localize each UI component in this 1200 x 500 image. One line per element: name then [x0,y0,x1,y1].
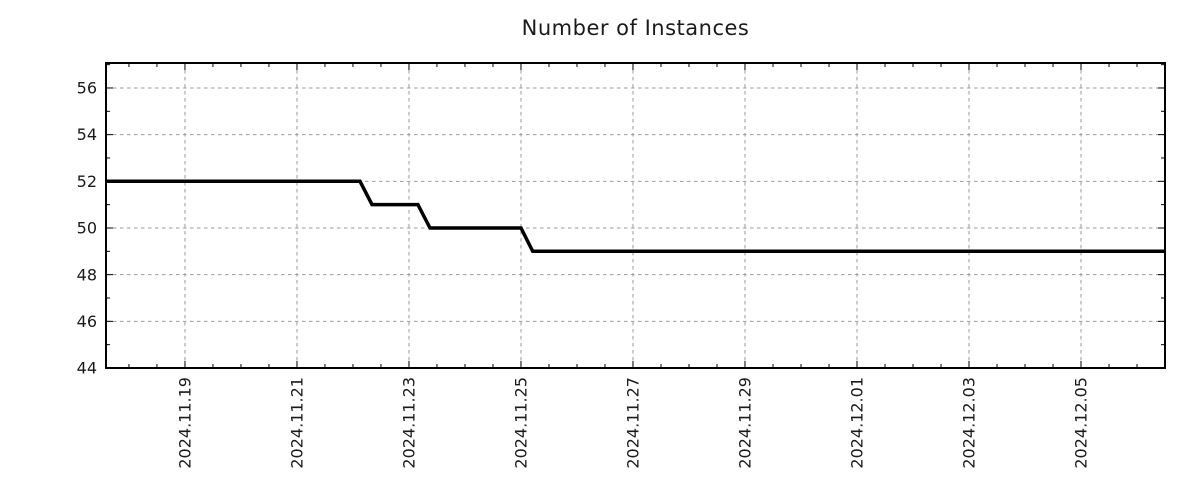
x-tick-label: 2024.11.21 [287,377,306,469]
y-tick-label: 56 [77,79,97,98]
x-tick-label: 2024.11.27 [623,377,642,469]
chart-title: Number of Instances [521,16,750,40]
x-tick-label: 2024.11.19 [175,377,194,469]
x-tick-label: 2024.12.05 [1071,377,1090,469]
y-tick-label: 44 [77,359,97,378]
x-tick-label: 2024.11.23 [399,377,418,469]
x-tick-label: 2024.11.25 [511,377,530,469]
x-tick-label: 2024.11.29 [735,377,754,469]
y-tick-label: 48 [77,265,97,284]
series-line-instances [106,179,1165,254]
x-tick-label: 2024.12.03 [959,377,978,469]
x-tick-label: 2024.12.01 [847,377,866,469]
y-tick-label: 54 [77,125,97,144]
y-tick-label: 46 [77,312,97,331]
y-tick-label: 52 [77,172,97,191]
plot-border [105,62,1166,369]
y-tick-label: 50 [77,219,97,238]
